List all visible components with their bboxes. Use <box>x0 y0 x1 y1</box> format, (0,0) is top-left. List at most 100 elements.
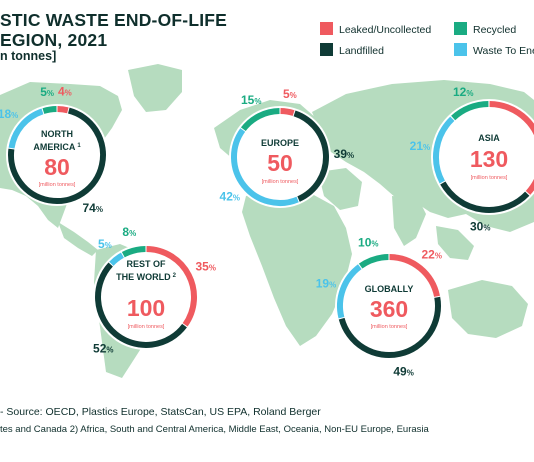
donut-label-landfilled: 74% <box>82 201 102 215</box>
donut-segment-waste-to-energy <box>109 252 124 266</box>
chart-subtitle: n tonnes] <box>0 49 57 63</box>
legend-item-recycled: Recycled <box>454 22 516 36</box>
donut-segment-waste-to-energy <box>433 116 455 184</box>
donut-label-waste-to-energy: 18% <box>0 107 18 121</box>
donut-segment-landfilled <box>440 181 530 213</box>
donut-segment-landfilled <box>95 262 187 348</box>
donut-rest-of-the-world: 35% 52% 5% 8% REST OF THE WORLD 2 100 [million t… <box>93 225 216 356</box>
donut-label-waste-to-energy: 5% <box>98 237 112 251</box>
donut-label-recycled: 12% <box>453 85 473 99</box>
percent-sign: % <box>65 89 72 98</box>
donut-segment-recycled <box>42 106 57 114</box>
donut-segment-landfilled <box>293 110 329 202</box>
donut-label-leaked: 4% <box>58 85 72 99</box>
chart-title-line-2: EGION, 2021 <box>0 30 108 50</box>
donut-label-waste-to-energy: 21% <box>410 139 430 153</box>
india-land <box>392 196 426 246</box>
region-total: 100 <box>127 295 165 321</box>
legend-label-waste-to-energy: Waste To Ener <box>473 45 534 57</box>
percent-sign: % <box>106 346 113 355</box>
region-unit: [million tonnes] <box>471 175 508 181</box>
donut-segment-leaked <box>489 101 534 195</box>
australia-land <box>448 280 528 338</box>
percent-sign: % <box>347 151 354 160</box>
percent-sign: % <box>129 229 136 238</box>
region-total: 130 <box>470 146 508 172</box>
donut-segment-leaked <box>389 254 440 298</box>
percent-sign: % <box>435 251 442 260</box>
donut-background <box>229 106 331 208</box>
region-unit: [million tonnes] <box>128 324 165 330</box>
legend-swatch-waste-to-energy <box>454 43 467 56</box>
donut-segment-waste-to-energy <box>8 108 44 149</box>
donut-background <box>6 104 108 206</box>
percent-sign: % <box>47 89 54 98</box>
percent-sign: % <box>466 89 473 98</box>
percent-sign: % <box>11 111 18 120</box>
donut-label-waste-to-energy: 42% <box>220 190 240 204</box>
percent-sign: % <box>371 239 378 248</box>
legend-item-leaked: Leaked/Uncollected <box>320 22 431 36</box>
region-name: EUROPE <box>261 138 299 148</box>
percent-sign: % <box>423 143 430 152</box>
central-america-land <box>58 222 98 256</box>
percent-sign: % <box>329 280 336 289</box>
chart-title-line-1: STIC WASTE END-OF-LIFE <box>0 10 228 30</box>
legend-swatch-recycled <box>454 22 467 35</box>
region-unit: [million tonnes] <box>39 182 76 188</box>
percent-sign: % <box>254 97 261 106</box>
donut-segment-recycled <box>451 101 489 121</box>
donut-label-recycled: 15% <box>241 93 261 107</box>
legend: Leaked/Uncollected Recycled Landfilled W… <box>320 22 534 62</box>
legend-swatch-landfilled <box>320 43 333 56</box>
footnote-mark: 1 <box>77 143 81 149</box>
donut-north-america: 4% 74% 18% 5% NORTH AMERICA 1 80 [million tonnes… <box>0 85 108 215</box>
donut-label-leaked: 35% <box>195 260 215 274</box>
donut-segment-waste-to-energy <box>336 264 362 319</box>
donut-background <box>431 99 534 215</box>
donut-label-leaked: 5% <box>283 87 297 101</box>
donut-asia: 30% 21% 12% ASIA 130 [million tonnes] <box>410 85 534 233</box>
percent-sign: % <box>233 194 240 203</box>
donut-label-landfilled: 39% <box>334 147 354 161</box>
region-name: ASIA <box>478 133 500 143</box>
donut-label-leaked: 22% <box>421 247 441 261</box>
chart-title: STIC WASTE END-OF-LIFE EGION, 2021 <box>0 10 320 50</box>
region-name: NORTH <box>41 129 73 139</box>
greenland-land <box>128 64 182 112</box>
donut-segment-recycled <box>121 246 146 258</box>
donut-label-recycled: 5% <box>40 85 54 99</box>
donut-globally: 22% 49% 19% 10% GLOBALLY 360 [million tonnes] <box>316 235 443 378</box>
percent-sign: % <box>96 205 103 214</box>
percent-sign: % <box>483 223 490 232</box>
region-name: AMERICA 1 <box>33 142 81 152</box>
donut-label-recycled: 8% <box>122 225 136 239</box>
region-name: GLOBALLY <box>365 284 414 294</box>
percent-sign: % <box>407 368 414 377</box>
donut-segment-recycled <box>358 254 389 269</box>
donut-segment-landfilled <box>338 296 441 359</box>
donut-label-waste-to-energy: 19% <box>316 276 336 290</box>
donut-segment-leaked <box>280 108 295 116</box>
legend-label-leaked: Leaked/Uncollected <box>339 24 432 36</box>
donut-segment-recycled <box>240 108 280 132</box>
percent-sign: % <box>105 241 112 250</box>
donut-label-recycled: 10% <box>358 235 378 249</box>
donut-segment-landfilled <box>8 107 106 204</box>
footnote: tes and Canada 2) Africa, South and Cent… <box>0 424 429 435</box>
donut-label-landfilled: 30% <box>470 219 490 233</box>
southeast-asia-land <box>436 226 474 260</box>
region-unit: [million tonnes] <box>371 324 408 330</box>
donut-segment-leaked <box>57 106 69 114</box>
donut-background <box>335 252 443 360</box>
donut-europe: 5% 39% 42% 15% EUROPE 50 [million tonnes] <box>220 87 354 208</box>
footnote-mark: 2 <box>173 273 177 279</box>
donut-segment-waste-to-energy <box>231 128 299 206</box>
region-unit: [million tonnes] <box>262 179 299 185</box>
region-total: 360 <box>370 296 408 322</box>
africa-land <box>242 188 352 346</box>
legend-swatch-leaked <box>320 22 333 35</box>
